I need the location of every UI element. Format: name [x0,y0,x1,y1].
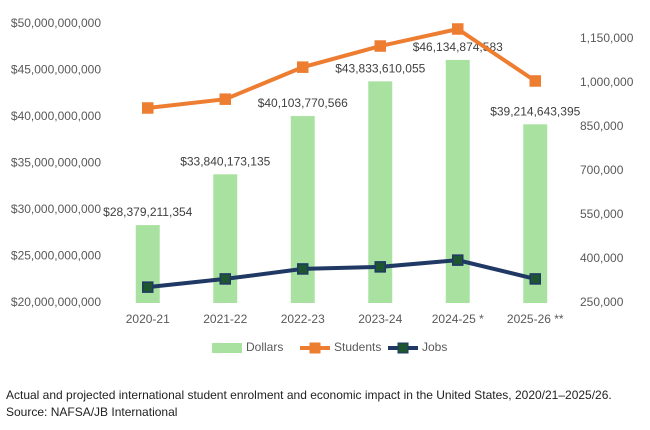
marker [452,254,464,266]
y2-tick-label: 1,150,000 [580,31,634,45]
y2-tick-label: 400,000 [580,251,624,265]
marker [219,273,231,285]
x-tick-label: 2020-21 [126,312,170,326]
legend-label: Students [334,340,381,354]
marker [142,102,154,114]
marker [142,281,154,293]
y2-tick-label: 550,000 [580,207,624,221]
y-tick-label: $40,000,000,000 [11,109,101,123]
x-tick-label: 2025-26 ** [507,312,564,326]
y2-tick-label: 250,000 [580,295,624,309]
y-tick-label: $30,000,000,000 [11,202,101,216]
x-tick-label: 2024-25 * [432,312,484,326]
bar [445,59,470,304]
line [147,258,536,290]
y-tick-label: $25,000,000,000 [11,249,101,263]
x-tick-label: 2022-23 [281,312,325,326]
legend-label: Dollars [246,340,283,354]
marker [529,273,541,285]
data-label: $28,379,211,354 [103,205,193,219]
y2-tick-label: 1,000,000 [580,75,634,89]
legend-swatch [212,343,242,353]
marker [219,93,231,105]
marker [529,75,541,87]
line [147,26,537,110]
marker [374,40,386,52]
bar [290,116,315,303]
marker [297,263,309,275]
data-label: $39,214,643,395 [490,104,580,118]
data-label: $33,840,173,135 [180,154,270,168]
y-tick-label: $20,000,000,000 [11,295,101,309]
y-tick-label: $35,000,000,000 [11,156,101,170]
y-tick-label: $45,000,000,000 [11,63,101,77]
source: Source: NAFSA/JB International [6,405,177,419]
legend-swatch [397,342,409,354]
y-tick-label: $50,000,000,000 [11,16,101,30]
x-tick-label: 2021-22 [203,312,247,326]
legend-swatch [309,342,321,354]
caption: Actual and projected international stude… [6,388,612,402]
marker [374,261,386,273]
data-label: $40,103,770,566 [258,96,348,110]
marker [297,61,309,73]
y2-tick-label: 700,000 [580,163,624,177]
marker [452,23,464,35]
legend-label: Jobs [422,340,447,354]
y2-tick-label: 850,000 [580,119,624,133]
x-tick-label: 2023-24 [358,312,402,326]
data-label: $43,833,610,055 [335,62,425,76]
